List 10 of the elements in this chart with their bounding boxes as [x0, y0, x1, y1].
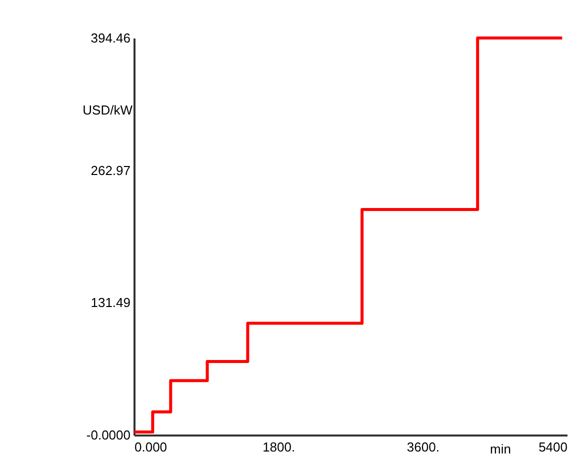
- x-tick-label: 0.000: [134, 440, 168, 454]
- y-tick-label: 394.46: [90, 30, 130, 46]
- x-tick-label: 5400: [538, 440, 568, 454]
- y-axis-title: USD/kW: [82, 102, 134, 118]
- y-tick-label: -0.0000: [86, 428, 130, 442]
- y-tick-label: 131.49: [90, 295, 130, 310]
- y-tick-label: 262.97: [90, 162, 130, 178]
- x-tick-label: 1800.: [262, 440, 296, 454]
- x-tick-label: 3600.: [406, 440, 440, 454]
- x-axis-title: min: [490, 442, 511, 456]
